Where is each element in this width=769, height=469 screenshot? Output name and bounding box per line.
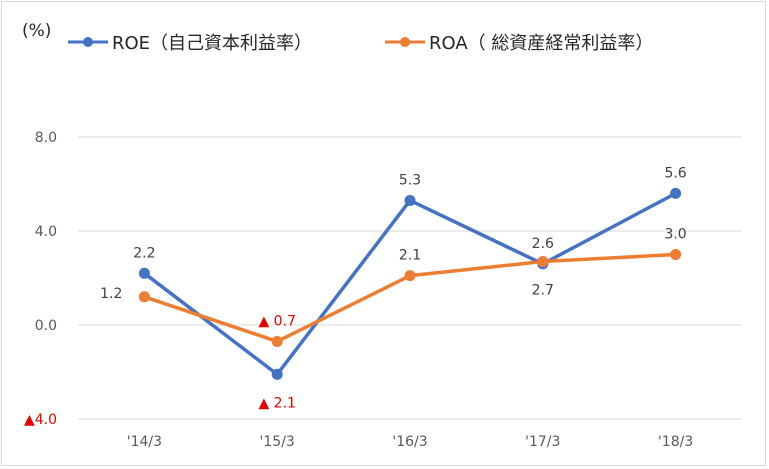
- data-label: ▲ 2.1: [258, 395, 295, 411]
- series-line-1: [143, 252, 676, 344]
- y-tick-label: ▲4.0: [24, 412, 57, 428]
- data-label: 2.7: [532, 283, 554, 299]
- y-tick-label: 8.0: [35, 130, 57, 146]
- x-tick-label: '14/3: [127, 434, 162, 450]
- data-point: [404, 270, 416, 282]
- x-tick-label: '17/3: [525, 434, 560, 450]
- y-tick-label: 0.0: [35, 318, 57, 334]
- data-label: 2.1: [399, 248, 421, 264]
- data-label: 1.2: [100, 286, 122, 302]
- legend-item-roe: ROE（自己資本利益率）: [68, 33, 312, 54]
- x-tick-label: '18/3: [658, 434, 693, 450]
- gridlines: [78, 136, 742, 420]
- x-tick-label: '16/3: [392, 434, 427, 450]
- data-point: [670, 249, 682, 260]
- data-point: [138, 291, 150, 303]
- data-point: [537, 256, 549, 268]
- x-tick-label: '15/3: [260, 434, 295, 450]
- data-point: [271, 335, 283, 347]
- data-labels: 2.2 ▲ 2.1 5.3 2.6 5.6 1.2 ▲ 0.7 2.1 2.7 3.0: [100, 165, 687, 411]
- data-label: ▲ 0.7: [258, 313, 295, 329]
- data-label: 5.6: [664, 165, 686, 181]
- data-label: 2.2: [133, 245, 155, 261]
- legend-roe-marker: [83, 37, 93, 47]
- y-axis-tick-labels: 8.0 4.0 0.0 ▲4.0: [24, 130, 57, 428]
- legend-item-roa: ROA（ 総資産経常利益率）: [385, 33, 653, 54]
- data-label: 2.6: [532, 236, 554, 252]
- data-point: [670, 187, 682, 199]
- legend-roa-label: ROA（ 総資産経常利益率）: [429, 33, 653, 54]
- data-point: [404, 194, 416, 206]
- data-label: 3.0: [664, 227, 686, 243]
- series-line-0: [143, 191, 677, 377]
- x-axis-tick-labels: '14/3 '15/3 '16/3 '17/3 '18/3: [127, 434, 693, 450]
- legend-roe-label: ROE（自己資本利益率）: [112, 33, 312, 54]
- series-group: [138, 187, 682, 380]
- legend: ROE（自己資本利益率） ROA（ 総資産経常利益率）: [68, 33, 653, 54]
- data-label: 5.3: [399, 172, 421, 188]
- data-point: [271, 368, 283, 380]
- legend-roa-marker: [400, 37, 410, 47]
- y-tick-label: 4.0: [35, 224, 57, 240]
- data-point: [138, 267, 150, 279]
- y-axis-unit-label: (%): [22, 21, 51, 41]
